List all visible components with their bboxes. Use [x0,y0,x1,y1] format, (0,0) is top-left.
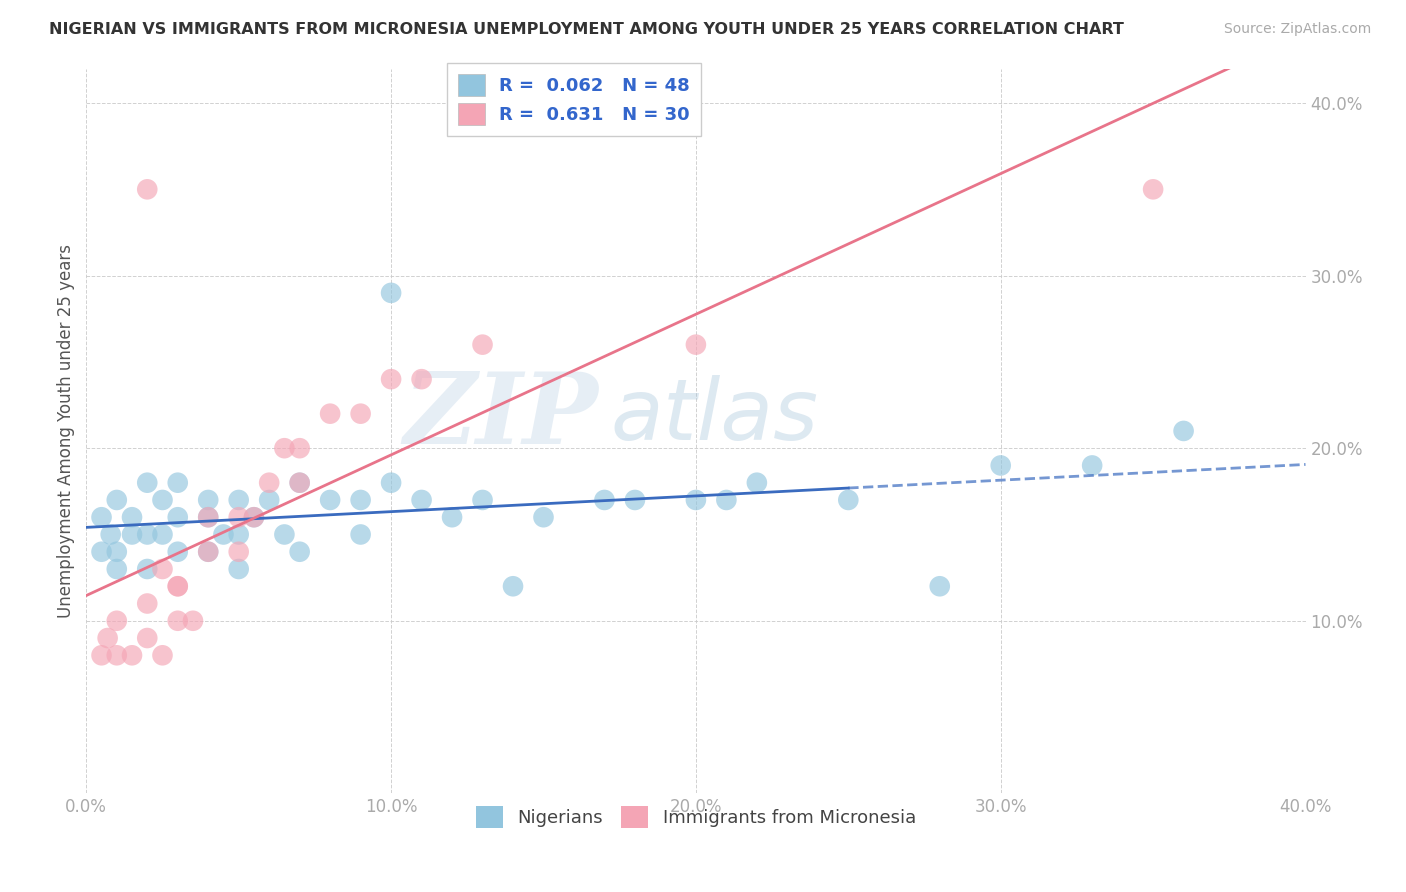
Point [197,492,219,507]
Point [197,545,219,559]
Point [257,475,280,490]
Point [319,492,342,507]
Point [1173,424,1195,438]
Point [197,510,219,524]
Point [136,527,159,541]
Point [273,527,295,541]
Point [166,579,188,593]
Point [166,475,188,490]
Point [273,441,295,455]
Point [166,510,188,524]
Point [136,597,159,611]
Point [380,285,402,300]
Point [105,562,128,576]
Point [411,492,433,507]
Text: atlas: atlas [610,375,818,458]
Point [152,562,174,576]
Point [181,614,204,628]
Point [105,545,128,559]
Point [243,510,266,524]
Point [121,510,143,524]
Point [243,510,266,524]
Point [136,475,159,490]
Point [349,407,371,421]
Point [166,614,188,628]
Point [228,492,250,507]
Point [349,527,371,541]
Y-axis label: Unemployment Among Youth under 25 years: Unemployment Among Youth under 25 years [58,244,75,618]
Point [121,648,143,663]
Point [228,562,250,576]
Point [990,458,1012,473]
Point [105,492,128,507]
Point [288,475,311,490]
Point [136,631,159,645]
Point [136,562,159,576]
Point [288,441,311,455]
Point [197,545,219,559]
Point [685,492,707,507]
Point [837,492,859,507]
Point [624,492,647,507]
Text: NIGERIAN VS IMMIGRANTS FROM MICRONESIA UNEMPLOYMENT AMONG YOUTH UNDER 25 YEARS C: NIGERIAN VS IMMIGRANTS FROM MICRONESIA U… [49,22,1123,37]
Point [471,492,494,507]
Point [90,648,112,663]
Point [228,527,250,541]
Legend: Nigerians, Immigrants from Micronesia: Nigerians, Immigrants from Micronesia [468,798,924,835]
Point [152,648,174,663]
Point [593,492,616,507]
Point [1142,182,1164,196]
Point [228,545,250,559]
Point [105,648,128,663]
Text: Source: ZipAtlas.com: Source: ZipAtlas.com [1223,22,1371,37]
Point [745,475,768,490]
Text: ZIP: ZIP [404,368,599,465]
Point [152,492,174,507]
Point [1081,458,1104,473]
Point [197,510,219,524]
Point [136,182,159,196]
Point [288,545,311,559]
Point [502,579,524,593]
Point [90,545,112,559]
Point [380,475,402,490]
Point [257,492,280,507]
Point [228,510,250,524]
Point [685,337,707,351]
Point [212,527,235,541]
Point [349,492,371,507]
Point [471,337,494,351]
Point [166,579,188,593]
Point [716,492,738,507]
Point [121,527,143,541]
Point [380,372,402,386]
Point [928,579,950,593]
Point [411,372,433,386]
Point [90,510,112,524]
Point [533,510,555,524]
Point [105,614,128,628]
Point [441,510,464,524]
Point [97,631,120,645]
Point [152,527,174,541]
Point [319,407,342,421]
Point [100,527,122,541]
Point [288,475,311,490]
Point [166,545,188,559]
